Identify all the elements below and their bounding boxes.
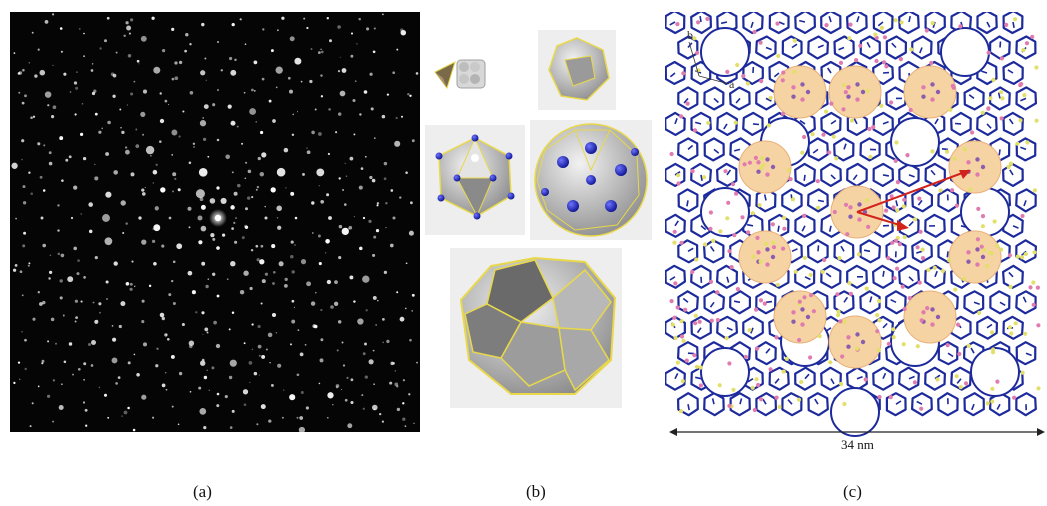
caption-b: (b) [526, 482, 546, 501]
small-polyhedron-top [548, 37, 610, 101]
icosahedron-with-atoms [435, 134, 515, 220]
translation-arrows [856, 170, 971, 231]
polyhedra-illustration [425, 30, 652, 408]
diffraction-pattern-image [11, 13, 419, 432]
large-polyhedron [459, 256, 617, 395]
sphere-cluster-small [456, 59, 486, 89]
caption-c: (c) [843, 482, 862, 501]
axis-label-b: b [687, 28, 693, 42]
polyhedra-panel [425, 30, 657, 408]
diffraction-pattern-panel [10, 12, 420, 432]
tiling-model-image: b a 34 nm [665, 12, 1045, 452]
caption-a: (a) [193, 482, 212, 501]
diffraction-spots [11, 13, 419, 432]
axis-label-a: a [729, 77, 735, 91]
tiling-model-panel: b a 34 nm [665, 12, 1045, 452]
tetrahedron-small [434, 61, 456, 90]
scale-bar [669, 428, 1045, 436]
scale-bar-label: 34 nm [841, 437, 874, 452]
triacontahedron-with-atoms [534, 123, 648, 237]
